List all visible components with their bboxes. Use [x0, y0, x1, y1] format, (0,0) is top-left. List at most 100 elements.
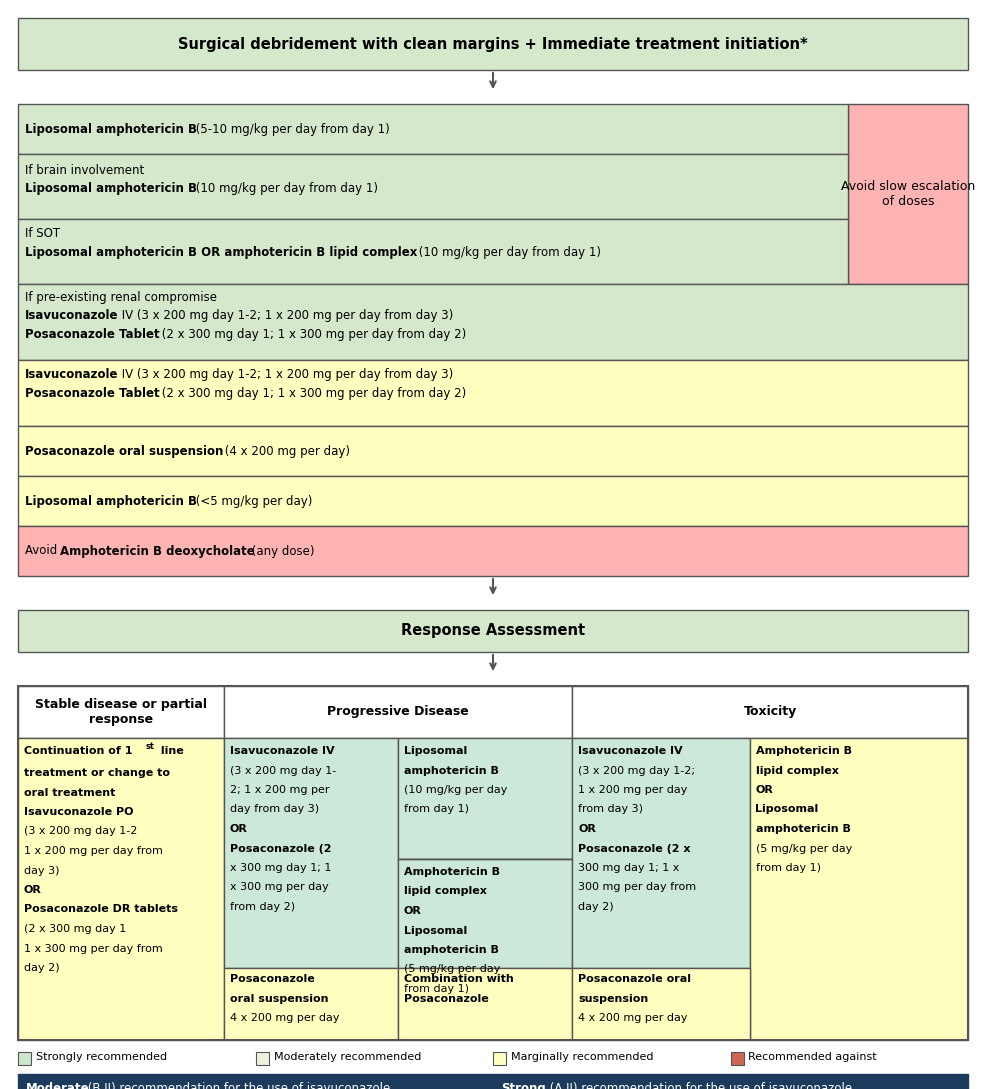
Text: If SOT: If SOT — [25, 227, 60, 240]
Bar — [493, 1052, 506, 1065]
Text: day 2): day 2) — [578, 902, 614, 911]
Text: Moderate: Moderate — [26, 1082, 90, 1089]
Text: OR: OR — [578, 824, 597, 834]
Text: oral treatment: oral treatment — [24, 787, 115, 797]
Text: day from day 3): day from day 3) — [230, 805, 318, 815]
Text: OR: OR — [230, 824, 247, 834]
Text: Amphotericin B deoxycholate: Amphotericin B deoxycholate — [60, 544, 254, 558]
Bar — [18, 686, 968, 1040]
Text: Surgical debridement with clean margins + Immediate treatment initiation*: Surgical debridement with clean margins … — [178, 37, 808, 51]
Text: 4 x 200 mg per day: 4 x 200 mg per day — [230, 1013, 339, 1023]
Text: OR: OR — [404, 906, 422, 916]
Text: If brain involvement: If brain involvement — [25, 164, 144, 178]
Text: Liposomal amphotericin B OR amphotericin B lipid complex: Liposomal amphotericin B OR amphotericin… — [25, 246, 417, 259]
Text: Posaconazole Tablet: Posaconazole Tablet — [25, 328, 160, 341]
Text: Moderately recommended: Moderately recommended — [273, 1052, 421, 1062]
Text: line: line — [157, 746, 183, 756]
Text: Avoid slow escalation
of doses: Avoid slow escalation of doses — [841, 180, 975, 208]
Text: Posaconazole (2: Posaconazole (2 — [230, 844, 331, 854]
Bar — [572, 686, 968, 738]
Bar — [18, 105, 848, 154]
Text: (A II) recommendation for the use of isavuconazole: (A II) recommendation for the use of isa… — [546, 1082, 852, 1089]
Text: (5-10 mg/kg per day from day 1): (5-10 mg/kg per day from day 1) — [192, 122, 389, 135]
Bar — [18, 476, 968, 526]
Bar — [731, 1052, 743, 1065]
Text: Isavuconazole PO: Isavuconazole PO — [24, 807, 133, 817]
Bar — [18, 738, 224, 1040]
Text: Liposomal amphotericin B: Liposomal amphotericin B — [25, 494, 197, 507]
Text: from day 1): from day 1) — [755, 862, 820, 873]
Bar — [18, 154, 848, 219]
Text: 300 mg day 1; 1 x: 300 mg day 1; 1 x — [578, 862, 679, 873]
Text: Isavuconazole IV: Isavuconazole IV — [230, 746, 334, 756]
Bar — [224, 686, 572, 738]
Text: (3 x 200 mg day 1-2: (3 x 200 mg day 1-2 — [24, 827, 137, 836]
Text: suspension: suspension — [578, 993, 649, 1003]
Text: (2 x 300 mg day 1: (2 x 300 mg day 1 — [24, 923, 126, 934]
Bar — [572, 968, 749, 1040]
Text: (any dose): (any dose) — [248, 544, 315, 558]
Bar — [18, 1074, 968, 1089]
Text: Posaconazole oral: Posaconazole oral — [578, 974, 691, 984]
Text: If pre-existing renal compromise: If pre-existing renal compromise — [25, 291, 217, 304]
Text: Recommended against: Recommended against — [748, 1052, 878, 1062]
Text: Response Assessment: Response Assessment — [401, 624, 585, 638]
Text: (4 x 200 mg per day): (4 x 200 mg per day) — [221, 444, 350, 457]
Text: oral suspension: oral suspension — [230, 993, 328, 1003]
Text: (3 x 200 mg day 1-: (3 x 200 mg day 1- — [230, 766, 336, 775]
Bar — [224, 968, 398, 1040]
Text: Strong: Strong — [501, 1082, 545, 1089]
Text: x 300 mg per day: x 300 mg per day — [230, 882, 328, 893]
Text: (10 mg/kg per day from day 1): (10 mg/kg per day from day 1) — [415, 246, 601, 259]
Text: from day 3): from day 3) — [578, 805, 643, 815]
Text: amphotericin B: amphotericin B — [755, 824, 850, 834]
Text: 1 x 300 mg per day from: 1 x 300 mg per day from — [24, 943, 163, 954]
Text: Strongly recommended: Strongly recommended — [36, 1052, 167, 1062]
Text: Isavuconazole: Isavuconazole — [25, 368, 118, 381]
Text: OR: OR — [24, 885, 41, 895]
Bar — [18, 686, 224, 738]
Text: 4 x 200 mg per day: 4 x 200 mg per day — [578, 1013, 687, 1023]
Text: (B II) recommendation for the use of isavuconazole: (B II) recommendation for the use of isa… — [84, 1082, 390, 1089]
Text: 300 mg per day from: 300 mg per day from — [578, 882, 696, 893]
Text: Continuation of 1: Continuation of 1 — [24, 746, 132, 756]
Bar — [749, 738, 968, 1040]
Text: Posaconazole (2 x: Posaconazole (2 x — [578, 844, 690, 854]
Text: from day 1): from day 1) — [404, 805, 469, 815]
Text: amphotericin B: amphotericin B — [404, 945, 499, 955]
Text: Liposomal: Liposomal — [404, 746, 467, 756]
Text: Liposomal: Liposomal — [404, 926, 467, 935]
Text: Liposomal: Liposomal — [755, 805, 818, 815]
Text: Isavuconazole: Isavuconazole — [25, 309, 118, 322]
Text: IV (3 x 200 mg day 1-2; 1 x 200 mg per day from day 3): IV (3 x 200 mg day 1-2; 1 x 200 mg per d… — [118, 309, 454, 322]
Text: st: st — [146, 742, 155, 751]
Bar — [224, 738, 398, 968]
Text: (3 x 200 mg day 1-2;: (3 x 200 mg day 1-2; — [578, 766, 695, 775]
Text: Posaconazole: Posaconazole — [404, 993, 489, 1003]
Text: (2 x 300 mg day 1; 1 x 300 mg per day from day 2): (2 x 300 mg day 1; 1 x 300 mg per day fr… — [158, 387, 466, 400]
Bar — [18, 219, 848, 284]
Text: Combination with: Combination with — [404, 974, 514, 984]
Text: Liposomal amphotericin B: Liposomal amphotericin B — [25, 122, 197, 135]
Text: day 2): day 2) — [24, 963, 59, 972]
Text: Amphotericin B: Amphotericin B — [755, 746, 852, 756]
Bar — [255, 1052, 268, 1065]
Bar — [18, 19, 968, 70]
Text: (5 mg/kg per day: (5 mg/kg per day — [404, 965, 500, 975]
Text: Toxicity: Toxicity — [743, 706, 797, 719]
Text: (5 mg/kg per day: (5 mg/kg per day — [755, 844, 852, 854]
Text: 1 x 200 mg per day: 1 x 200 mg per day — [578, 785, 687, 795]
Bar — [572, 738, 749, 968]
Text: (10 mg/kg per day from day 1): (10 mg/kg per day from day 1) — [192, 182, 378, 195]
Text: Stable disease or partial
response: Stable disease or partial response — [35, 698, 207, 726]
Bar — [18, 1052, 31, 1065]
Text: Avoid: Avoid — [25, 544, 61, 558]
Bar — [18, 610, 968, 652]
Text: IV (3 x 200 mg day 1-2; 1 x 200 mg per day from day 3): IV (3 x 200 mg day 1-2; 1 x 200 mg per d… — [118, 368, 454, 381]
Bar — [18, 360, 968, 426]
Text: from day 2): from day 2) — [230, 902, 295, 911]
Text: Posaconazole Tablet: Posaconazole Tablet — [25, 387, 160, 400]
Bar — [848, 105, 968, 284]
Text: Liposomal amphotericin B: Liposomal amphotericin B — [25, 182, 197, 195]
Text: 2; 1 x 200 mg per: 2; 1 x 200 mg per — [230, 785, 329, 795]
